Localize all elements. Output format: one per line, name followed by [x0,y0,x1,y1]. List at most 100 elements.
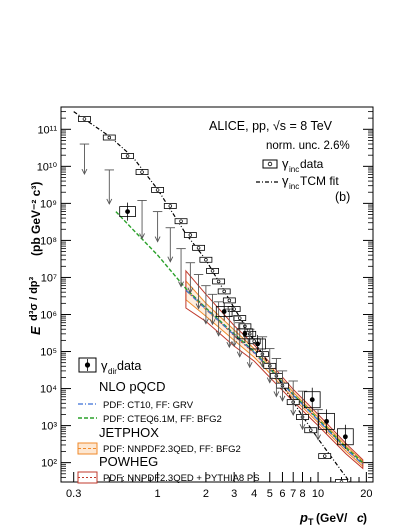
inc-data-box [163,203,177,209]
norm-uncertainty: norm. unc. 2.6% [266,140,350,152]
legend-fit-label: TCM fit [300,174,339,188]
dir-data-point [242,331,248,337]
x-label-sub: T [308,517,314,527]
legend-inc-sub: inc [289,165,299,174]
inc-data-point [222,289,226,294]
inc-data-box [212,278,226,285]
inc-data-point [196,246,201,250]
plot-frame [60,106,374,483]
upper-limit-arrowhead [226,341,233,349]
upper-limit-arrowhead [236,351,243,358]
upper-limit-arrowhead [106,198,113,205]
legend-fit-sub: inc [289,182,299,191]
x-label-close: ) [363,511,367,525]
x-label-c: c [357,511,364,525]
y-label-units: (pb GeV⁻² c³) [29,182,43,256]
legend-open-square-icon [262,159,278,169]
inc-data-point [322,454,327,458]
legend-inc-data-label: data [300,157,324,171]
legend-powheg-label: PDF: NNPDF2.3QED + PYTHIA8 PS [103,473,260,484]
inc-data-point [339,480,344,482]
upper-limit-arrowhead [195,303,202,310]
inc-data-point [107,135,112,140]
inc-data-box [206,268,219,274]
inc-data-point [155,188,160,192]
x-tick-label: 20 [360,488,372,500]
inc-data-box [222,297,236,304]
upper-limit-arrowhead [266,377,273,384]
y-tick-label: 10⁸ [40,235,57,247]
y-tick-label: 10³ [41,421,57,433]
y-tick-label: 10¹⁰ [37,161,58,173]
legend-inc-gamma: γ [282,156,289,171]
inc-data-box [217,288,231,295]
legend-jetphox-header: JETPHOX [99,425,159,440]
legend-jetphox-label: PDF: NNPDF2.3QED, FF: BFG2 [103,444,241,455]
upper-limit-arrowhead [178,281,184,288]
upper-limit-arrowhead [231,340,238,348]
y-tick-label: 10⁷ [41,272,57,284]
legend-dir-label: data [117,359,141,373]
inc-data-point [237,316,242,320]
inc-data-box [78,116,91,122]
inc-data-point [227,298,232,303]
upper-limit-arrowhead [259,361,266,368]
nlo-ct10-line [185,289,364,465]
legend-cteq-label: PDF: CTEQ6.1M, FF: BFG2 [103,414,222,425]
upper-limit-arrowhead [81,168,88,176]
nlo-cteq-line [115,211,364,464]
x-label-units: (GeV/ [316,511,348,525]
y-tick-label: 10² [41,458,57,470]
chart-title: ALICE, pp, √s = 8 TeV [209,119,333,133]
x-label-p: p [299,510,308,525]
x-tick-label: 0.3 [66,488,81,500]
inc-data-point [308,428,313,432]
inc-data-point [140,170,144,174]
y-tick-label: 10⁹ [40,198,57,210]
inc-data-box [174,218,188,225]
dir-data-point [324,418,329,424]
upper-limit-arrowhead [187,287,194,294]
upper-limit-arrowhead [139,233,145,240]
inc-data-point [188,233,193,237]
upper-limit-arrows [79,143,323,441]
legend-powheg-header: POWHEG [99,454,158,469]
legend-bottom: γ dir data NLO pQCD PDF: CT10, FF: GRV P… [77,357,260,484]
dir-data-point [125,209,130,214]
y-axis-ticks: 10² 10³ 10⁴ 10⁵ 10⁶ 10⁷ 10⁸ 10⁹ 10¹⁰ 10¹¹ [37,106,373,483]
x-tick-label: 8 [299,488,305,500]
y-tick-label: 10⁵ [40,347,57,359]
legend-open-circle-icon [267,161,273,167]
inc-data-point [125,154,130,158]
upper-limit-arrowhead [154,236,161,243]
x-tick-label: 5 [267,488,273,500]
y-axis-label: E d³σ / dp³ (pb GeV⁻² c³) [28,182,43,335]
inc-data-box [121,153,134,159]
upper-limit-arrowhead [203,318,209,325]
upper-limit-arrowhead [279,395,286,402]
dir-data-point [342,434,348,440]
y-label-fraction: d³σ / dp³ [28,276,40,321]
x-axis-ticks: 0.3 1 2 3 4 5 6 7 8 10 20 [66,472,372,500]
x-tick-label: 7 [290,488,296,500]
x-tick-label: 1 [155,488,161,500]
inc-data-box [102,134,116,141]
inc-data-point [168,204,173,208]
direct-photon-points [119,202,354,449]
inc-data-point [82,117,87,121]
inc-data-box [318,453,332,460]
x-tick-label: 3 [231,488,237,500]
inc-data-point [216,279,221,284]
upper-limit-arrowhead [290,409,297,417]
inc-data-box [335,479,348,482]
inc-data-box [135,169,149,175]
upper-limit-arrowhead [315,434,321,441]
upper-limit-arrowhead [209,319,216,326]
y-tick-label: 10¹¹ [37,124,57,136]
x-tick-label: 10 [312,488,324,500]
legend-dir-gamma: γ [101,358,108,373]
dir-data-point [255,341,261,347]
upper-limit-arrowhead [215,330,222,337]
upper-limit-arrowhead [167,256,174,263]
